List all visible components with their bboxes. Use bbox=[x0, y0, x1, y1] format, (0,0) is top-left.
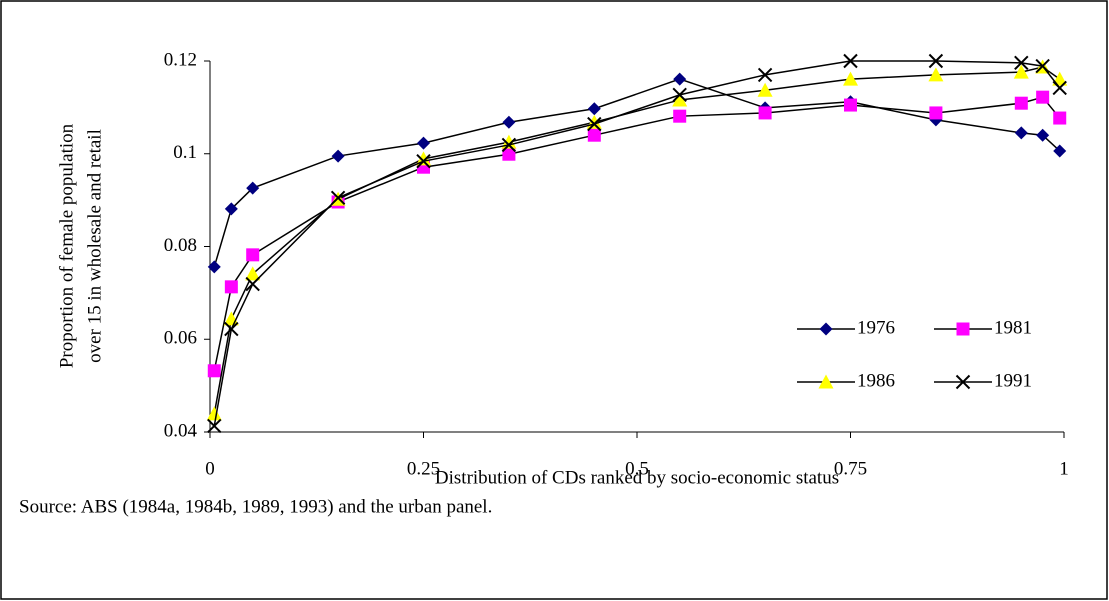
y-axis-label-line: over 15 in wholesale and retail bbox=[84, 129, 105, 363]
y-tick-label: 0.04 bbox=[164, 420, 198, 441]
marker-triangle bbox=[757, 82, 773, 97]
marker-x bbox=[330, 190, 346, 206]
x-tick-label: 0.25 bbox=[407, 458, 440, 479]
series-line bbox=[213, 60, 1061, 427]
marker-square bbox=[502, 147, 516, 161]
series-line bbox=[213, 96, 1061, 371]
marker-diamond bbox=[502, 115, 516, 129]
marker-triangle bbox=[1013, 64, 1029, 79]
marker-square bbox=[587, 128, 601, 142]
marker-x bbox=[672, 87, 687, 103]
marker-triangle bbox=[818, 374, 834, 389]
y-axis-label: Proportion of female population over 15 … bbox=[56, 123, 105, 368]
y-tick-label: 0.08 bbox=[164, 235, 197, 256]
marker-x bbox=[224, 321, 239, 337]
x-tick-label: 0 bbox=[205, 458, 215, 479]
series-line bbox=[213, 78, 1061, 268]
y-tick-label: 0.12 bbox=[164, 49, 197, 70]
marker-x bbox=[1052, 80, 1067, 96]
legend-item: 1981 bbox=[934, 317, 1032, 338]
marker-x bbox=[1035, 58, 1050, 74]
x-axis-label: Distribution of CDs ranked by socio-econ… bbox=[435, 467, 839, 488]
marker-triangle bbox=[206, 406, 222, 421]
legend-item: 1991 bbox=[934, 370, 1032, 391]
marker-x bbox=[416, 153, 431, 169]
legend-label: 1981 bbox=[994, 317, 1032, 338]
marker-x bbox=[245, 276, 260, 292]
marker-square bbox=[1036, 90, 1050, 104]
marker-square bbox=[956, 322, 970, 336]
legend-label: 1986 bbox=[857, 370, 895, 391]
marker-triangle bbox=[843, 71, 858, 86]
source-note: Source: ABS (1984a, 1984b, 1989, 1993) a… bbox=[19, 496, 492, 517]
legend-label: 1976 bbox=[857, 317, 895, 338]
marker-diamond bbox=[207, 260, 221, 274]
marker-diamond bbox=[1053, 144, 1067, 158]
marker-square bbox=[758, 106, 772, 120]
marker-diamond bbox=[1014, 126, 1028, 140]
y-axis-label-line: Proportion of female population bbox=[56, 123, 77, 368]
y-tick-label: 0.1 bbox=[173, 142, 197, 163]
marker-square bbox=[929, 106, 943, 120]
legend-item: 1976 bbox=[797, 317, 895, 338]
y-tick-label: 0.06 bbox=[164, 328, 197, 349]
marker-square bbox=[1053, 111, 1067, 125]
marker-x bbox=[955, 374, 971, 390]
marker-x bbox=[757, 67, 773, 83]
legend-label: 1991 bbox=[994, 370, 1032, 391]
marker-x bbox=[928, 53, 944, 69]
marker-diamond bbox=[246, 181, 260, 195]
marker-x bbox=[501, 137, 517, 153]
legend-item: 1986 bbox=[797, 370, 895, 391]
marker-triangle bbox=[416, 151, 431, 166]
marker-diamond bbox=[331, 149, 345, 163]
x-tick-label: 1 bbox=[1059, 458, 1069, 479]
marker-triangle bbox=[928, 67, 944, 82]
marker-x bbox=[207, 418, 222, 434]
marker-x bbox=[843, 53, 858, 69]
marker-square bbox=[207, 364, 221, 378]
marker-triangle bbox=[245, 266, 261, 281]
marker-square bbox=[224, 280, 238, 294]
marker-diamond bbox=[1036, 128, 1050, 142]
marker-square bbox=[673, 109, 687, 123]
marker-square bbox=[844, 98, 857, 112]
marker-x bbox=[1014, 55, 1029, 71]
marker-x bbox=[587, 116, 602, 132]
x-tick-label: 0.75 bbox=[834, 458, 867, 479]
marker-diamond bbox=[224, 202, 238, 216]
marker-diamond bbox=[673, 72, 687, 86]
x-tick-label: 0.5 bbox=[625, 458, 649, 479]
marker-triangle bbox=[672, 92, 688, 107]
marker-diamond bbox=[587, 102, 601, 116]
marker-diamond bbox=[819, 322, 833, 336]
series-line bbox=[213, 66, 1061, 415]
marker-diamond bbox=[417, 136, 430, 150]
marker-square bbox=[1014, 96, 1028, 110]
marker-square bbox=[246, 248, 260, 262]
